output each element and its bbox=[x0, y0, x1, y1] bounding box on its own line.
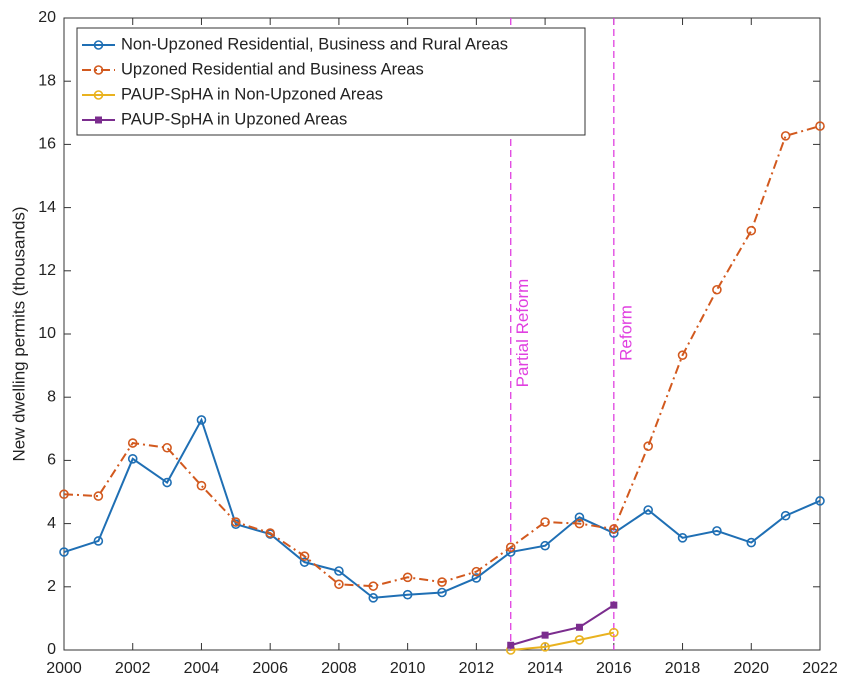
data-point bbox=[299, 557, 310, 567]
y-tick-label: 18 bbox=[38, 72, 56, 89]
data-point bbox=[299, 551, 310, 561]
data-point bbox=[402, 589, 413, 600]
data-point bbox=[334, 566, 344, 576]
data-point bbox=[540, 642, 550, 652]
data-point bbox=[780, 510, 791, 521]
data-point bbox=[540, 540, 550, 551]
data-point bbox=[59, 547, 69, 557]
data-point bbox=[162, 477, 172, 488]
data-point bbox=[471, 573, 482, 583]
x-tick-label: 2022 bbox=[802, 660, 838, 677]
data-point bbox=[265, 528, 275, 538]
y-tick-label: 2 bbox=[47, 578, 56, 595]
y-tick-label: 0 bbox=[47, 641, 56, 658]
data-point bbox=[196, 415, 207, 425]
y-tick-label: 8 bbox=[47, 388, 56, 405]
data-point bbox=[609, 524, 619, 534]
x-tick-label: 2020 bbox=[733, 660, 769, 677]
data-point bbox=[127, 438, 138, 448]
data-point bbox=[574, 512, 585, 523]
data-point bbox=[610, 601, 618, 609]
x-tick-label: 2014 bbox=[527, 660, 563, 677]
series-line bbox=[510, 604, 615, 647]
data-point bbox=[231, 517, 241, 527]
legend-marker bbox=[95, 116, 102, 124]
x-tick-label: 2002 bbox=[115, 660, 151, 677]
data-point bbox=[162, 442, 172, 453]
data-point bbox=[334, 579, 344, 590]
data-point bbox=[196, 480, 207, 491]
legend-label: PAUP-SpHA in Non-Upzoned Areas bbox=[121, 85, 383, 103]
legend-box bbox=[76, 27, 586, 136]
data-point bbox=[574, 518, 585, 529]
data-point bbox=[746, 537, 757, 548]
x-tick-label: 2006 bbox=[252, 660, 288, 677]
data-point bbox=[541, 631, 549, 639]
data-point bbox=[746, 225, 757, 236]
y-axis-label: New dwelling permits (thousands) bbox=[9, 206, 28, 461]
data-point bbox=[437, 577, 447, 587]
x-tick-label: 2008 bbox=[321, 660, 357, 677]
data-point bbox=[368, 581, 379, 591]
legend-marker bbox=[93, 40, 104, 50]
series-line bbox=[510, 631, 615, 651]
legend-label: PAUP-SpHA in Upzoned Areas bbox=[121, 110, 347, 128]
y-tick-label: 10 bbox=[38, 325, 56, 342]
data-point bbox=[127, 454, 138, 464]
data-point bbox=[437, 587, 447, 598]
data-point bbox=[368, 593, 379, 603]
x-tick-label: 2010 bbox=[390, 660, 426, 677]
data-point bbox=[815, 496, 825, 506]
x-tick-label: 2000 bbox=[46, 660, 82, 677]
x-tick-label: 2018 bbox=[665, 660, 701, 677]
annotation: Reform bbox=[616, 305, 635, 361]
y-tick-label: 16 bbox=[38, 136, 56, 153]
series-line bbox=[63, 417, 821, 599]
data-point bbox=[540, 517, 550, 527]
data-point bbox=[471, 566, 482, 577]
y-tick-label: 4 bbox=[47, 515, 56, 532]
legend-marker bbox=[93, 65, 104, 75]
data-point bbox=[780, 131, 791, 141]
data-point bbox=[643, 441, 653, 451]
data-point bbox=[402, 572, 413, 583]
y-tick-label: 6 bbox=[47, 452, 56, 469]
data-point bbox=[93, 536, 104, 546]
data-point bbox=[93, 491, 104, 501]
y-tick-label: 20 bbox=[38, 9, 56, 26]
x-tick-label: 2004 bbox=[184, 660, 220, 677]
data-point bbox=[505, 542, 516, 553]
legend-marker bbox=[93, 90, 104, 100]
data-point bbox=[59, 489, 69, 500]
data-point bbox=[712, 284, 722, 295]
series-line bbox=[63, 125, 821, 588]
data-point bbox=[677, 350, 688, 360]
data-point bbox=[507, 641, 515, 649]
data-point bbox=[575, 623, 583, 631]
legend: Non-Upzoned Residential, Business and Ru… bbox=[76, 27, 586, 136]
data-point bbox=[712, 526, 722, 536]
x-tick-label: 2012 bbox=[459, 660, 495, 677]
x-tick-label: 2016 bbox=[596, 660, 632, 677]
data-point bbox=[643, 505, 653, 515]
legend-label: Upzoned Residential and Business Areas bbox=[121, 60, 424, 78]
data-point bbox=[677, 533, 688, 543]
legend-label: Non-Upzoned Residential, Business and Ru… bbox=[121, 35, 508, 53]
y-tick-label: 14 bbox=[38, 199, 56, 216]
data-point bbox=[815, 121, 825, 131]
data-point bbox=[574, 635, 585, 645]
annotation: Partial Reform bbox=[513, 279, 532, 388]
data-point bbox=[609, 627, 619, 638]
y-tick-label: 12 bbox=[38, 262, 56, 279]
